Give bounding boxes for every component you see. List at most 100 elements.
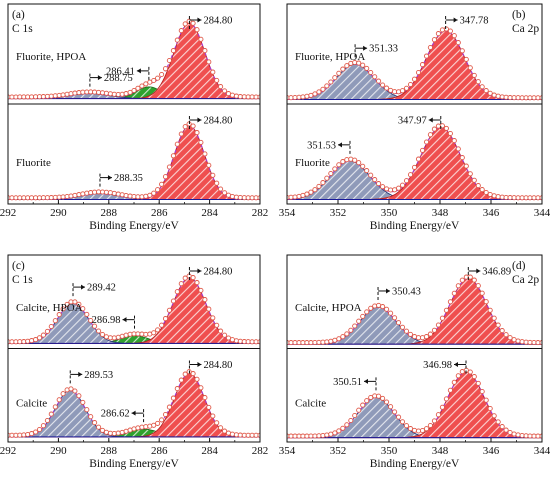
raw-data-point xyxy=(147,192,153,198)
raw-data-point xyxy=(399,182,406,188)
peak-annotation: 347.97 xyxy=(398,116,442,130)
raw-data-point xyxy=(151,422,157,428)
sample-label: Calcite xyxy=(16,397,47,409)
peak-annotation: 284.80 xyxy=(188,267,232,281)
raw-data-point xyxy=(143,193,149,199)
raw-data-point xyxy=(210,172,216,178)
x-tick-label: 282 xyxy=(252,207,269,219)
sample-label: Calcite, HPOA xyxy=(295,302,362,314)
x-tick-label: 350 xyxy=(381,445,398,457)
x-tick-label: 292 xyxy=(0,207,16,219)
raw-data-point xyxy=(80,399,86,405)
raw-data-point xyxy=(503,427,509,433)
raw-data-point xyxy=(491,193,497,199)
raw-data-point xyxy=(396,414,402,420)
raw-data-point xyxy=(487,307,493,313)
raw-data-point xyxy=(336,336,342,342)
raw-data-point xyxy=(396,320,402,326)
x-axis-label: Binding Energy/eV xyxy=(370,220,460,232)
raw-data-point xyxy=(60,194,66,200)
raw-data-point xyxy=(111,430,117,437)
x-tick-label: 344 xyxy=(534,207,550,219)
raw-data-point xyxy=(103,334,109,340)
raw-data-point xyxy=(407,426,414,432)
raw-data-point xyxy=(190,123,196,129)
raw-data-point xyxy=(324,432,330,438)
raw-data-point xyxy=(194,280,200,286)
raw-data-point xyxy=(72,388,78,394)
peak-label: 284.80 xyxy=(203,360,232,371)
raw-data-point xyxy=(316,183,322,189)
raw-data-point xyxy=(419,62,426,68)
raw-data-point xyxy=(368,305,374,311)
raw-data-point xyxy=(471,177,477,183)
raw-data-point xyxy=(384,186,390,192)
raw-data-point xyxy=(467,65,473,71)
raw-data-point xyxy=(396,185,402,191)
raw-data-point xyxy=(218,186,224,192)
raw-data-point xyxy=(135,425,141,431)
peak-annotation: 286.41 xyxy=(106,66,150,81)
raw-data-point xyxy=(328,338,334,344)
x-tick-label: 288 xyxy=(101,445,118,457)
raw-data-point xyxy=(72,192,78,198)
raw-data-point xyxy=(194,130,200,136)
raw-data-point xyxy=(415,69,422,76)
raw-data-point xyxy=(166,164,172,170)
raw-data-point xyxy=(80,306,86,312)
raw-data-point xyxy=(443,125,449,131)
raw-data-point xyxy=(491,315,497,321)
raw-data-point xyxy=(214,322,220,328)
raw-data-point xyxy=(336,70,342,76)
raw-data-point xyxy=(229,193,235,200)
raw-data-point xyxy=(352,412,358,419)
peak-annotation: 351.53 xyxy=(307,140,351,155)
raw-data-point xyxy=(222,332,228,338)
raw-data-point xyxy=(308,189,314,195)
raw-data-point xyxy=(198,287,204,293)
raw-data-point xyxy=(459,155,465,161)
x-tick-label: 286 xyxy=(151,445,168,457)
raw-data-point xyxy=(324,83,330,89)
raw-data-point xyxy=(202,395,208,401)
raw-data-point xyxy=(151,190,157,196)
raw-data-point xyxy=(471,374,477,380)
raw-data-point xyxy=(451,138,457,144)
raw-data-point xyxy=(194,376,200,382)
raw-data-point xyxy=(403,328,410,334)
raw-data-point xyxy=(103,90,109,96)
raw-data-point xyxy=(483,397,489,403)
x-tick-label: 286 xyxy=(151,207,168,219)
raw-data-point xyxy=(229,92,235,98)
x-tick-label: 282 xyxy=(252,445,269,457)
peak-annotation: 289.53 xyxy=(69,370,113,385)
raw-data-point xyxy=(435,31,441,37)
raw-data-point xyxy=(96,424,102,430)
element-label: Ca 2p xyxy=(512,274,539,286)
raw-data-point xyxy=(139,83,145,89)
raw-data-point xyxy=(356,160,362,166)
x-tick-label: 346 xyxy=(483,207,500,219)
raw-data-point xyxy=(162,174,169,180)
peak-label: 351.33 xyxy=(369,44,398,55)
raw-data-point xyxy=(376,393,382,399)
raw-data-point xyxy=(214,180,220,186)
raw-data-point xyxy=(84,407,90,413)
raw-data-point xyxy=(368,69,374,76)
raw-data-point xyxy=(166,404,172,410)
x-tick-label: 354 xyxy=(279,445,296,457)
raw-data-point xyxy=(356,60,362,66)
raw-data-point xyxy=(96,328,102,334)
raw-data-point xyxy=(52,318,58,324)
raw-data-point xyxy=(103,429,109,435)
raw-data-point xyxy=(155,420,161,426)
raw-data-point xyxy=(491,413,497,419)
raw-data-point xyxy=(99,427,106,433)
raw-data-point xyxy=(44,417,50,424)
raw-data-point xyxy=(459,277,465,283)
peak-label: 286.41 xyxy=(106,66,135,77)
raw-data-point xyxy=(403,85,410,91)
sample-label: Calcite xyxy=(295,397,326,409)
x-tick-label: 284 xyxy=(201,207,218,219)
